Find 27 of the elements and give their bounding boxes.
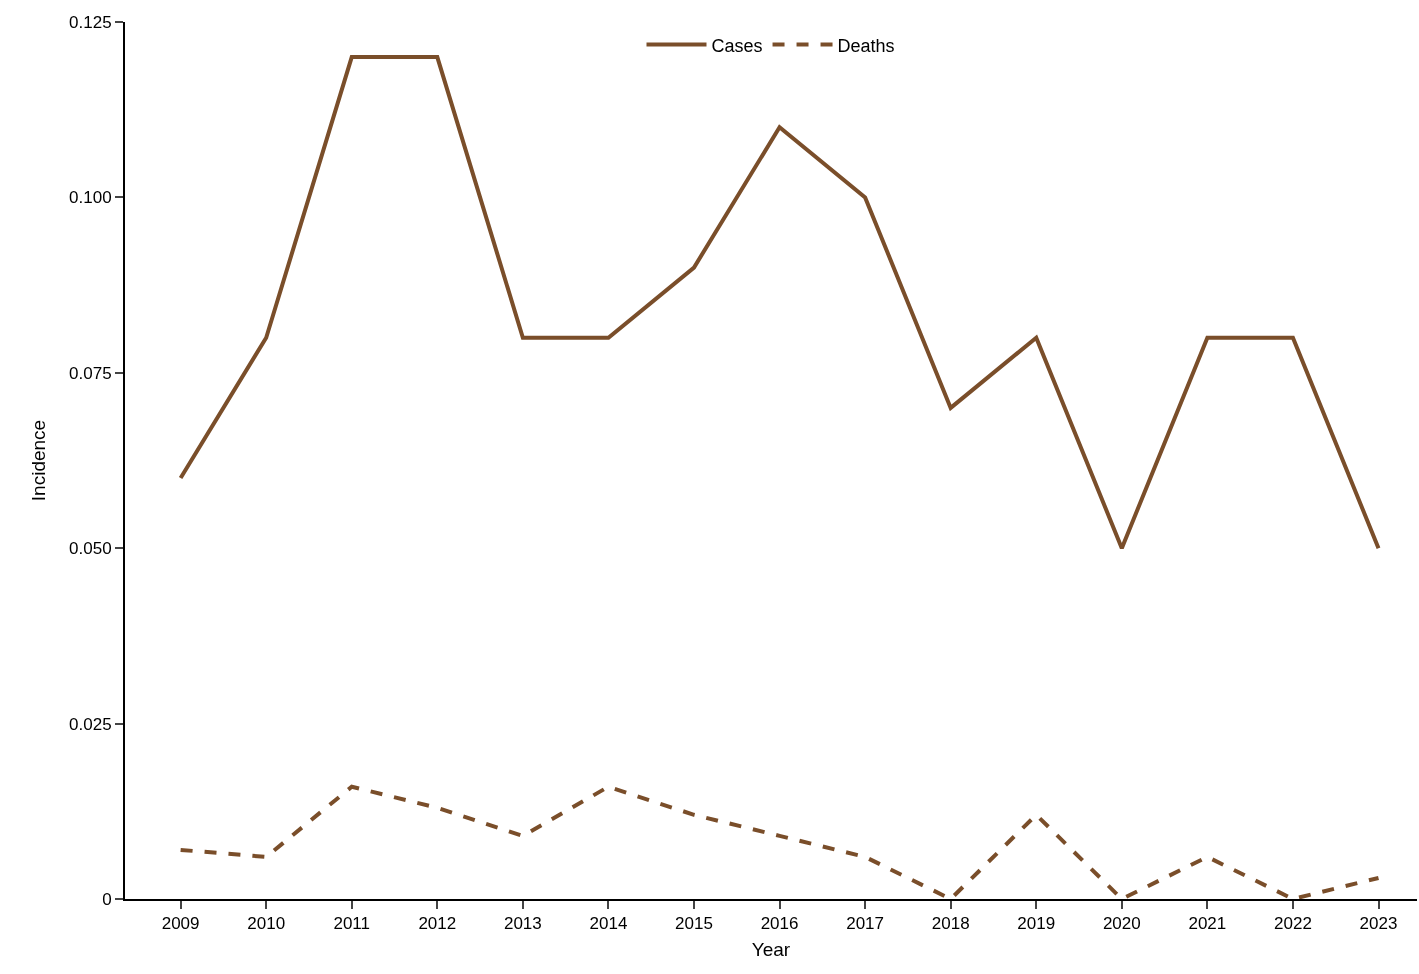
x-tick-label: 2016 [760, 914, 799, 934]
y-tick-label: 0.075 [69, 363, 112, 383]
legend-label: Deaths [837, 35, 895, 56]
x-tick-label: 2018 [931, 914, 970, 934]
x-tick-label: 2012 [418, 914, 457, 934]
x-tick-label: 2022 [1274, 914, 1312, 934]
legend-label: Cases [711, 35, 763, 56]
x-tick-label: 2013 [503, 914, 542, 934]
x-tick-label: 2019 [1017, 914, 1056, 934]
x-tick-label: 2020 [1102, 914, 1141, 934]
y-tick-label: 0.050 [69, 539, 112, 559]
line-series [178, 784, 1381, 899]
y-axis-title: Incidence [28, 419, 50, 502]
x-tick-label: 2017 [846, 914, 885, 934]
y-tick-label: 0.025 [69, 714, 112, 734]
x-tick-label: 2014 [589, 914, 628, 934]
x-tick-label: 2015 [675, 914, 713, 934]
x-tick-label: 2010 [247, 914, 286, 934]
x-tick-label: 2011 [333, 914, 371, 934]
y-tick-label: 0.125 [69, 12, 112, 32]
x-tick-label: 2023 [1359, 914, 1398, 934]
x-tick-label: 2021 [1188, 914, 1227, 934]
x-tick-label: 2009 [161, 914, 200, 934]
x-axis-title: Year [751, 938, 791, 960]
y-tick-label: 0.100 [69, 188, 112, 208]
y-tick-label: 0 [102, 889, 112, 909]
line-series [178, 55, 1381, 551]
